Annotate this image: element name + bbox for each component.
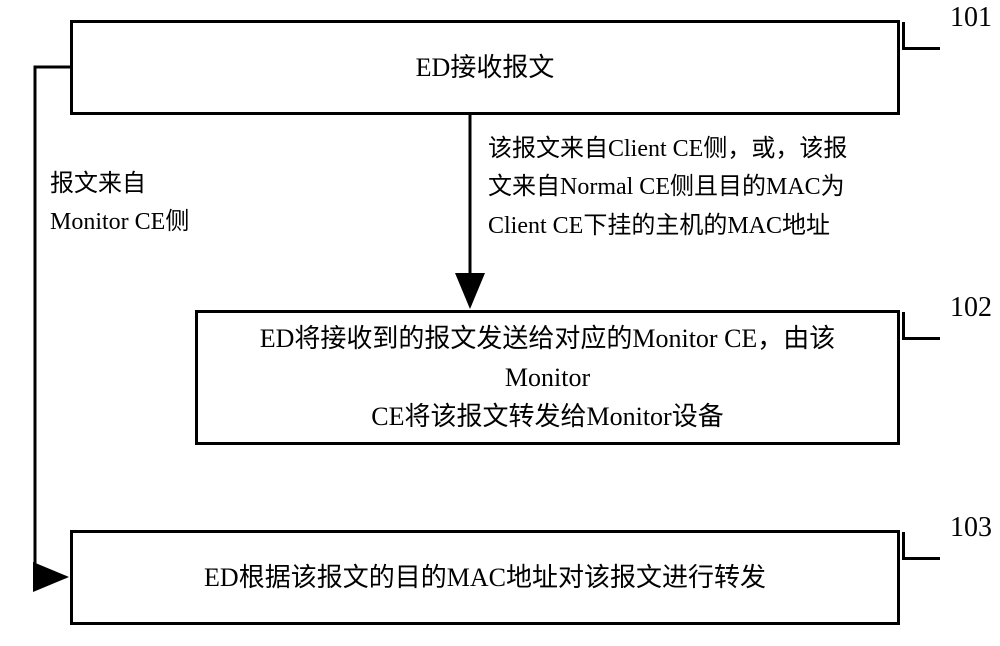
step-101-box: ED接收报文 xyxy=(70,20,900,115)
flowchart-canvas: ED接收报文 ED将接收到的报文发送给对应的Monitor CE，由该Monit… xyxy=(0,0,1000,646)
callout-102-label: 102 xyxy=(950,292,992,324)
callout-101-label: 101 xyxy=(950,2,992,34)
edge-label-right: 该报文来自Client CE侧，或，该报 文来自Normal CE侧且目的MAC… xyxy=(488,130,898,245)
step-103-text: ED根据该报文的目的MAC地址对该报文进行转发 xyxy=(204,558,766,597)
arrow-101-to-103 xyxy=(35,67,70,577)
callout-103-bracket xyxy=(902,532,940,560)
edge-label-left: 报文来自 Monitor CE侧 xyxy=(50,165,230,242)
callout-101-bracket xyxy=(902,22,940,50)
callout-102-bracket xyxy=(902,312,940,340)
callout-103-label: 103 xyxy=(950,512,992,544)
step-102-text: ED将接收到的报文发送给对应的Monitor CE，由该Monitor CE将该… xyxy=(218,319,877,436)
step-101-text: ED接收报文 xyxy=(416,48,555,87)
step-103-box: ED根据该报文的目的MAC地址对该报文进行转发 xyxy=(70,530,900,625)
step-102-box: ED将接收到的报文发送给对应的Monitor CE，由该Monitor CE将该… xyxy=(195,310,900,445)
